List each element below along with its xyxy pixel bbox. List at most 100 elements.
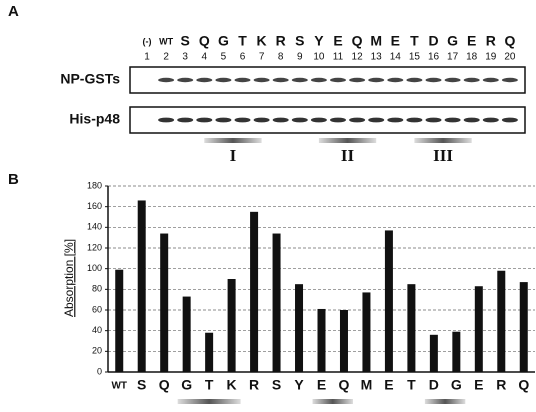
x-tick-label: E: [317, 377, 326, 393]
blot-band: [387, 78, 403, 82]
blot-band: [483, 118, 499, 123]
blot-band: [158, 118, 174, 123]
lane-number: 15: [409, 52, 421, 63]
region-bar: [204, 138, 261, 143]
lane-residue: M: [370, 33, 382, 49]
y-tick-label: 100: [87, 263, 102, 273]
region-label: I: [230, 146, 237, 165]
lane-number: 12: [352, 52, 364, 63]
x-tick-label: Q: [159, 377, 170, 393]
blot-band: [349, 78, 365, 82]
blot-band: [330, 118, 346, 123]
blot-band: [406, 78, 422, 82]
y-tick-label: 0: [97, 366, 102, 376]
bar: [160, 234, 168, 372]
blot-band: [426, 118, 442, 123]
blot-band: [483, 78, 499, 82]
bar: [183, 297, 191, 372]
lane-residue: E: [391, 33, 400, 49]
region-bar: [425, 399, 465, 404]
lane-residue: Q: [504, 33, 515, 49]
blot-band: [215, 78, 231, 82]
lane-number: 16: [428, 52, 440, 63]
blot-band: [311, 118, 327, 123]
blot-band: [254, 118, 270, 123]
y-tick-label: 60: [92, 304, 102, 314]
bar: [475, 286, 483, 372]
blot-band: [368, 78, 384, 82]
lane-number: 8: [278, 52, 284, 63]
lane-residue: S: [295, 33, 304, 49]
lane-number: 20: [504, 52, 516, 63]
bar: [407, 284, 415, 372]
lane-residue: Y: [314, 33, 324, 49]
region-bar: [319, 138, 376, 143]
bar: [362, 292, 370, 372]
region-label: III: [433, 146, 453, 165]
x-tick-label: G: [181, 377, 192, 393]
y-tick-label: 160: [87, 201, 102, 211]
x-tick-label: E: [384, 377, 393, 393]
lane-number: 10: [313, 52, 325, 63]
lane-residue: E: [467, 33, 476, 49]
bar: [340, 310, 348, 372]
blot-band: [254, 78, 270, 82]
lane-number: 6: [240, 52, 246, 63]
row-label: His-p48: [69, 111, 120, 127]
x-tick-label: D: [429, 377, 439, 393]
lane-residue: G: [218, 33, 229, 49]
blot-band: [196, 78, 212, 82]
blot-band: [273, 118, 289, 123]
x-tick-label: S: [137, 377, 146, 393]
lane-number: 2: [163, 52, 169, 63]
x-tick-label: Q: [518, 377, 529, 393]
bar: [295, 284, 303, 372]
x-tick-label: WT: [111, 381, 127, 392]
blot-band: [311, 78, 327, 82]
bar: [273, 234, 281, 372]
y-tick-label: 20: [92, 346, 102, 356]
x-tick-label: G: [451, 377, 462, 393]
x-tick-label: E: [474, 377, 483, 393]
row-label: NP-GSTs: [60, 71, 120, 87]
lane-number: 9: [297, 52, 303, 63]
lane-residue: E: [333, 33, 342, 49]
y-tick-label: 40: [92, 325, 102, 335]
region-bar: [178, 399, 241, 404]
x-tick-label: Q: [339, 377, 350, 393]
lane-residue: T: [410, 33, 419, 49]
lane-number: 14: [390, 52, 402, 63]
blot-band: [235, 78, 251, 82]
blot-band: [368, 118, 384, 123]
bar: [250, 212, 258, 372]
panel-label: A: [8, 3, 19, 20]
lane-number: 5: [221, 52, 227, 63]
x-tick-label: S: [272, 377, 281, 393]
blot-band: [158, 78, 174, 82]
lane-residue: T: [238, 33, 247, 49]
blot-band: [330, 78, 346, 82]
bar: [497, 271, 505, 372]
bar: [520, 282, 528, 372]
blot-band: [464, 78, 480, 82]
lane-number: 4: [202, 52, 208, 63]
y-tick-label: 140: [87, 222, 102, 232]
blot-band: [292, 118, 308, 123]
lane-residue: R: [486, 33, 496, 49]
x-tick-label: T: [205, 377, 214, 393]
blot-band: [292, 78, 308, 82]
lane-residue: Q: [199, 33, 210, 49]
y-tick-label: 80: [92, 284, 102, 294]
x-tick-label: Y: [294, 377, 304, 393]
blot-band: [349, 118, 365, 123]
region-bar: [414, 138, 471, 143]
blot-band: [273, 78, 289, 82]
lane-residue: WT: [159, 36, 173, 46]
region-bar: [313, 399, 353, 404]
lane-number: 7: [259, 52, 265, 63]
blot-band: [387, 118, 403, 123]
blot-band: [502, 118, 518, 123]
lane-number: 3: [182, 52, 188, 63]
blot-band: [445, 118, 461, 123]
blot-band: [426, 78, 442, 82]
